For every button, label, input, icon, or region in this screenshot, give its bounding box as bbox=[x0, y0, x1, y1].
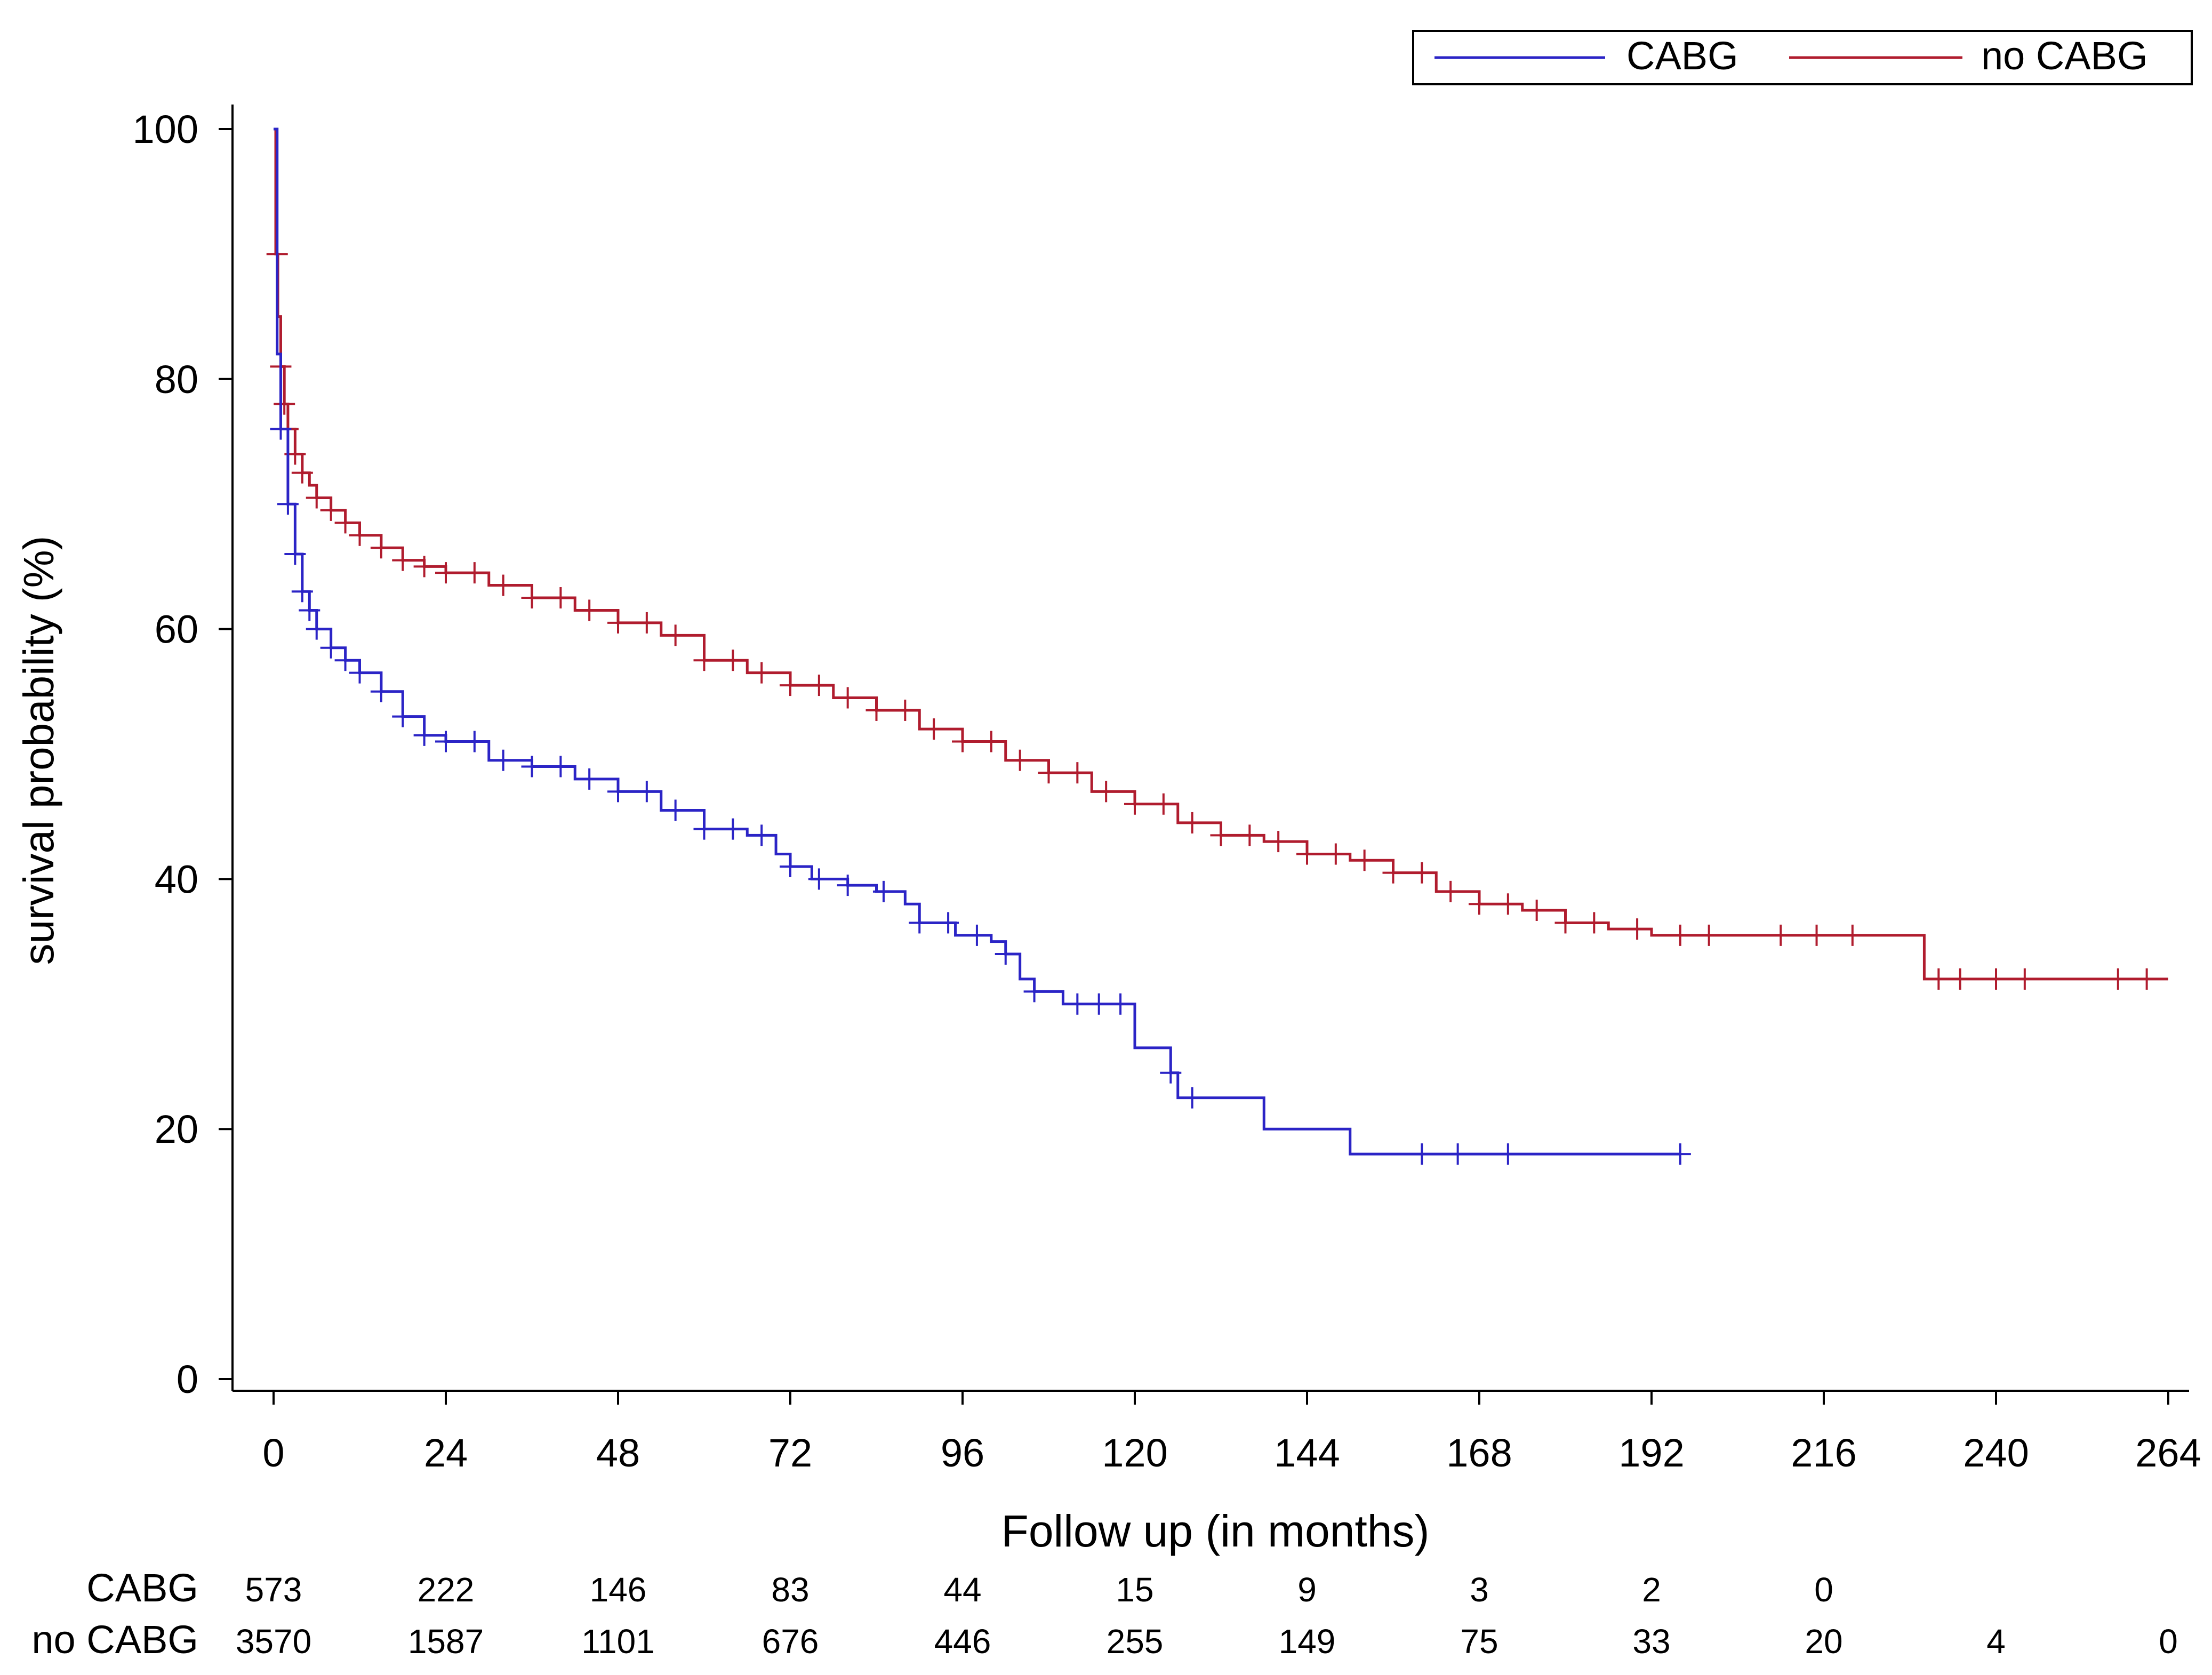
risk-value: 255 bbox=[1107, 1622, 1164, 1661]
x-tick-label: 240 bbox=[1963, 1431, 2029, 1475]
risk-value: 3 bbox=[1470, 1570, 1489, 1609]
risk-row-label: CABG bbox=[86, 1566, 198, 1610]
risk-value: 222 bbox=[418, 1570, 475, 1609]
x-tick-label: 0 bbox=[262, 1431, 284, 1475]
series-layer bbox=[266, 127, 2168, 1165]
x-tick-label: 168 bbox=[1446, 1431, 1512, 1475]
x-tick-label: 216 bbox=[1791, 1431, 1856, 1475]
risk-value: 20 bbox=[1805, 1622, 1842, 1661]
risk-value: 33 bbox=[1632, 1622, 1670, 1661]
risk-value: 83 bbox=[771, 1570, 809, 1609]
risk-value: 0 bbox=[1814, 1570, 1833, 1609]
x-tick-label: 264 bbox=[2135, 1431, 2201, 1475]
y-ticks: 0 20 40 60 80 100 bbox=[133, 107, 233, 1401]
risk-value: 1101 bbox=[581, 1622, 655, 1661]
risk-value: 15 bbox=[1116, 1570, 1153, 1609]
x-tick-label: 192 bbox=[1618, 1431, 1684, 1475]
risk-value: 1587 bbox=[408, 1622, 484, 1661]
x-tick-label: 120 bbox=[1102, 1431, 1167, 1475]
risk-value: 9 bbox=[1297, 1570, 1317, 1609]
risk-value: 676 bbox=[762, 1622, 819, 1661]
legend-label-cabg: CABG bbox=[1626, 34, 1738, 78]
series-line-cabg bbox=[274, 127, 1680, 1156]
risk-value: 75 bbox=[1460, 1622, 1498, 1661]
y-tick-label: 80 bbox=[155, 357, 198, 402]
y-tick-label: 100 bbox=[133, 107, 198, 151]
risk-value: 4 bbox=[1986, 1622, 2006, 1661]
risk-value: 0 bbox=[2159, 1622, 2178, 1661]
x-tick-label: 24 bbox=[424, 1431, 468, 1475]
x-tick-label: 72 bbox=[768, 1431, 812, 1475]
risk-value: 146 bbox=[590, 1570, 647, 1609]
risk-value: 573 bbox=[245, 1570, 302, 1609]
risk-value: 149 bbox=[1279, 1622, 1336, 1661]
risk-value: 2 bbox=[1642, 1570, 1661, 1609]
x-ticks: 0 24 48 72 96 120 144 168 192 216 240 264 bbox=[262, 1391, 2201, 1475]
legend: CABG no CABG bbox=[1412, 30, 2193, 85]
risk-value: 3570 bbox=[236, 1622, 311, 1661]
y-axis-label: survival probability (%) bbox=[15, 536, 62, 965]
legend-label-no-cabg: no CABG bbox=[1981, 34, 2148, 78]
y-tick-label: 40 bbox=[155, 857, 198, 901]
y-tick-label: 20 bbox=[155, 1107, 198, 1151]
series-line-no-cabg bbox=[274, 127, 2168, 981]
x-tick-label: 96 bbox=[941, 1431, 984, 1475]
risk-value: 446 bbox=[934, 1622, 991, 1661]
risk-row-label: no CABG bbox=[31, 1617, 198, 1662]
x-axis-label: Follow up (in months) bbox=[1001, 1506, 1430, 1556]
y-tick-label: 60 bbox=[155, 607, 198, 652]
x-tick-label: 144 bbox=[1274, 1431, 1340, 1475]
y-tick-label: 0 bbox=[177, 1357, 198, 1401]
risk-table: CABG 573 222 146 83 44 15 9 3 2 0no CABG 3570 1587 11… bbox=[31, 1566, 2177, 1662]
risk-value: 44 bbox=[943, 1570, 981, 1609]
x-tick-label: 48 bbox=[596, 1431, 640, 1475]
